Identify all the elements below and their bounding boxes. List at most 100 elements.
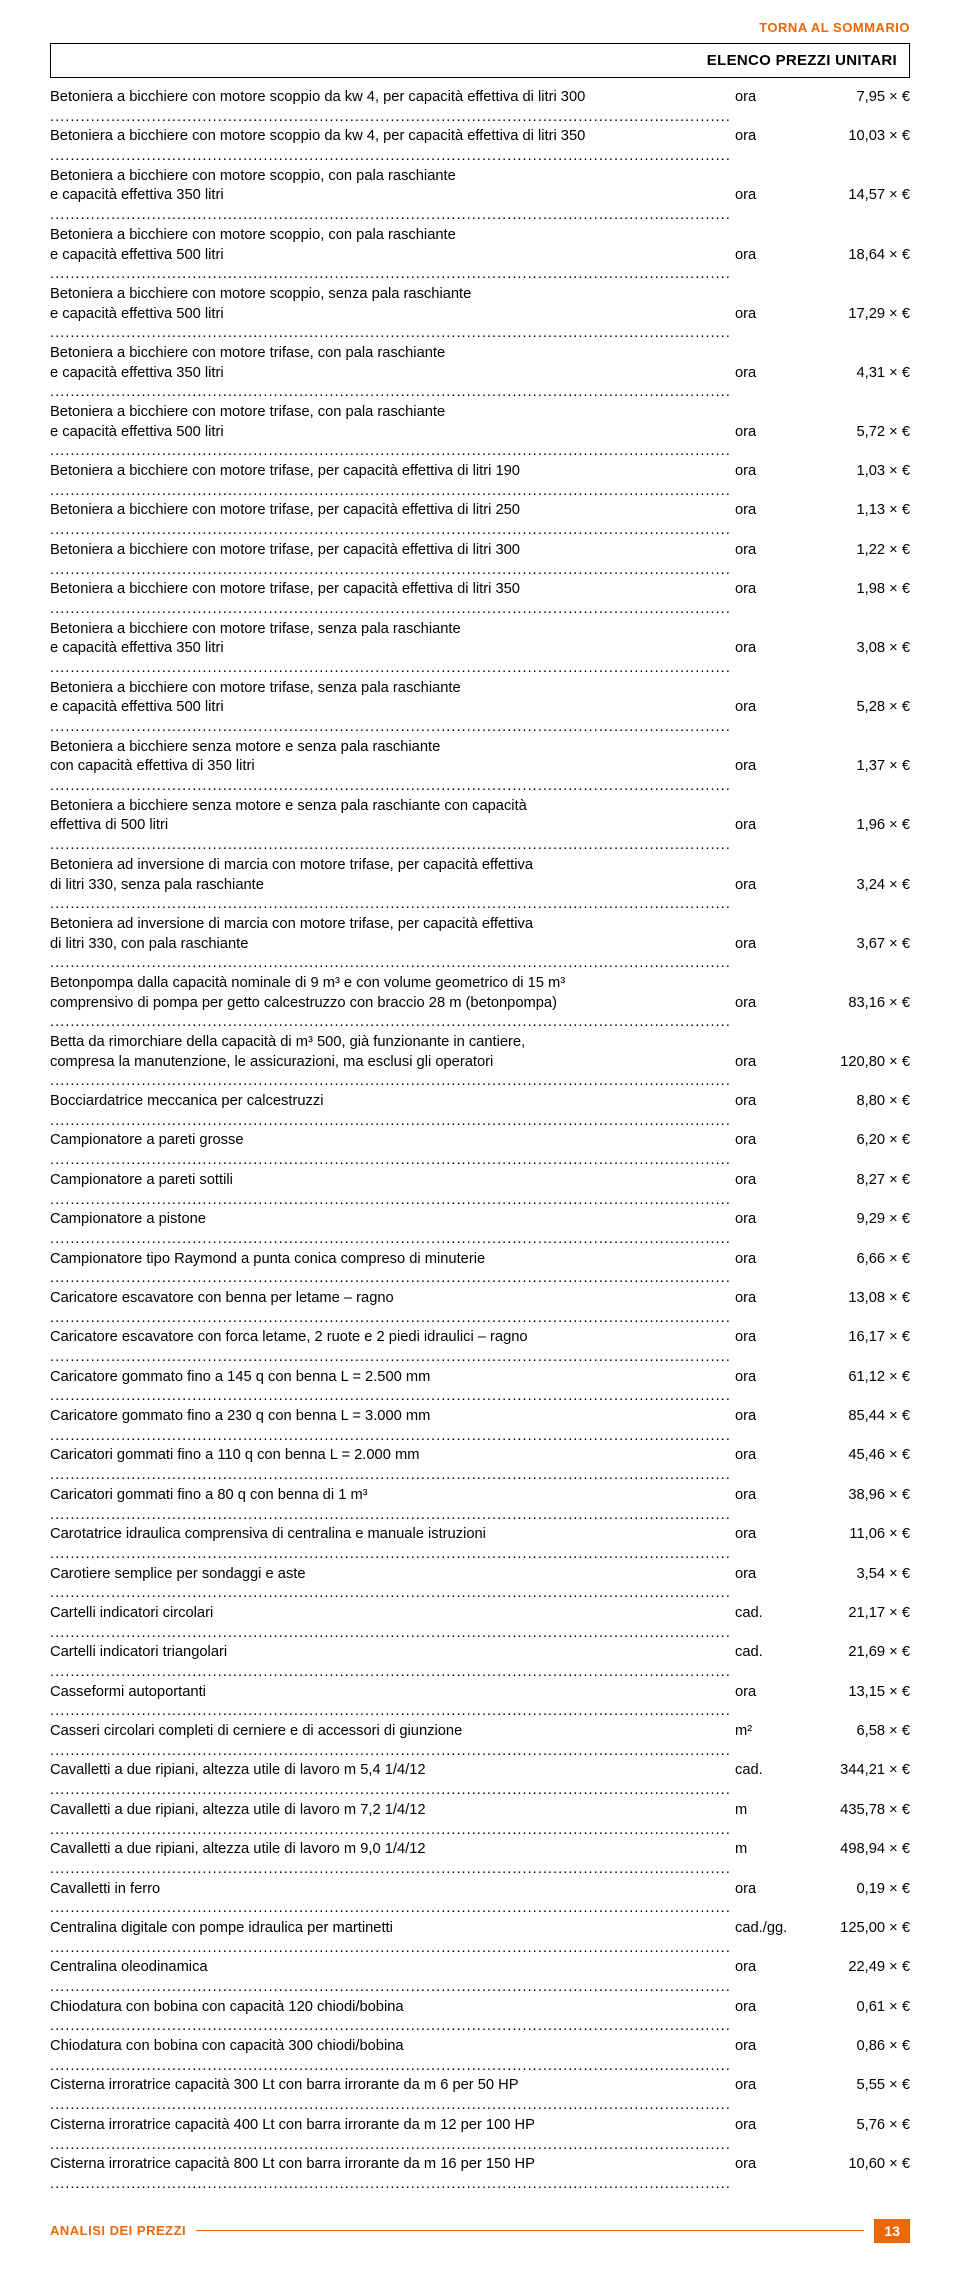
price-row-desc: Cavalletti a due ripiani, altezza utile … [50, 1761, 729, 1800]
price-row-desc: e capacità effettiva 500 litri [50, 698, 729, 737]
price-row: Cisterna irroratrice capacità 300 Lt con… [50, 2076, 910, 2115]
price-row-unit: cad. [729, 1761, 815, 1800]
price-row-value: 38,96 × € [815, 1486, 910, 1525]
price-row-value: 11,06 × € [815, 1525, 910, 1564]
price-row-value: 498,94 × € [815, 1840, 910, 1879]
price-row-unit: ora [729, 127, 815, 166]
footer-line [196, 2230, 864, 2231]
price-row: Cartelli indicatori triangolaricad.21,69… [50, 1643, 910, 1682]
price-row-desc: Centralina oleodinamica [50, 1958, 729, 1997]
price-row: di litri 330, con pala raschianteora3,67… [50, 935, 910, 974]
price-row-value: 6,20 × € [815, 1131, 910, 1170]
price-row-desc: Cavalletti a due ripiani, altezza utile … [50, 1840, 729, 1879]
price-row-unit: ora [729, 2116, 815, 2155]
price-row-desc: Cavalletti in ferro [50, 1880, 729, 1919]
price-row-continuation: Betoniera a bicchiere con motore trifase… [50, 620, 910, 640]
price-row-unit: ora [729, 1525, 815, 1564]
price-row-unit: ora [729, 580, 815, 619]
price-row-value: 1,96 × € [815, 816, 910, 855]
price-row-unit: ora [729, 1565, 815, 1604]
price-row-desc: effettiva di 500 litri [50, 816, 729, 855]
price-row: Cavalletti a due ripiani, altezza utile … [50, 1801, 910, 1840]
price-row-desc: e capacità effettiva 500 litri [50, 305, 729, 344]
price-row: e capacità effettiva 350 litriora4,31 × … [50, 364, 910, 403]
price-row: Cavalletti a due ripiani, altezza utile … [50, 1840, 910, 1879]
price-row: Caricatori gommati fino a 110 q con benn… [50, 1446, 910, 1485]
price-row-unit: m² [729, 1722, 815, 1761]
price-row-value: 85,44 × € [815, 1407, 910, 1446]
price-row-continuation: Betoniera ad inversione di marcia con mo… [50, 915, 910, 935]
price-row: Bocciardatrice meccanica per calcestruzz… [50, 1092, 910, 1131]
price-row-unit: ora [729, 2155, 815, 2194]
price-row-desc: con capacità effettiva di 350 litri [50, 757, 729, 796]
price-row-value: 6,66 × € [815, 1250, 910, 1289]
price-row-continuation: Betoniera a bicchiere con motore scoppio… [50, 285, 910, 305]
price-row-unit: ora [729, 1683, 815, 1722]
price-row-desc: Casseformi autoportanti [50, 1683, 729, 1722]
top-link[interactable]: TORNA AL SOMMARIO [50, 20, 910, 35]
price-row-value: 7,95 × € [815, 88, 910, 127]
price-row-continuation: Betoniera ad inversione di marcia con mo… [50, 856, 910, 876]
price-row-desc: Caricatore escavatore con forca letame, … [50, 1328, 729, 1367]
price-row-unit: ora [729, 1250, 815, 1289]
price-row: Betoniera a bicchiere con motore trifase… [50, 501, 910, 540]
price-row-desc: e capacità effettiva 500 litri [50, 423, 729, 462]
price-row: e capacità effettiva 500 litriora17,29 ×… [50, 305, 910, 344]
price-row-value: 16,17 × € [815, 1328, 910, 1367]
price-row-desc: e capacità effettiva 350 litri [50, 639, 729, 678]
price-row-desc: Campionatore a pareti grosse [50, 1131, 729, 1170]
price-row-continuation: Betoniera a bicchiere con motore scoppio… [50, 167, 910, 187]
price-row: Campionatore a pareti sottiliora8,27 × € [50, 1171, 910, 1210]
price-list: Betoniera a bicchiere con motore scoppio… [50, 88, 910, 2195]
price-row-unit: ora [729, 246, 815, 285]
price-row-value: 5,76 × € [815, 2116, 910, 2155]
price-row-unit: ora [729, 1958, 815, 1997]
footer-title: ANALISI DEI PREZZI [50, 2223, 186, 2238]
price-row-desc: di litri 330, con pala raschiante [50, 935, 729, 974]
price-row-unit: ora [729, 2076, 815, 2115]
price-row-desc: Campionatore tipo Raymond a punta conica… [50, 1250, 729, 1289]
price-row-continuation: Betoniera a bicchiere con motore trifase… [50, 344, 910, 364]
price-row: Betoniera a bicchiere con motore scoppio… [50, 127, 910, 166]
price-row-unit: ora [729, 1486, 815, 1525]
price-row-value: 1,03 × € [815, 462, 910, 501]
price-row-value: 1,37 × € [815, 757, 910, 796]
price-row-value: 14,57 × € [815, 186, 910, 225]
price-row-value: 0,19 × € [815, 1880, 910, 1919]
price-row: comprensivo di pompa per getto calcestru… [50, 994, 910, 1033]
price-row-value: 21,69 × € [815, 1643, 910, 1682]
price-row: Centralina oleodinamicaora22,49 × € [50, 1958, 910, 1997]
price-row-unit: ora [729, 757, 815, 796]
price-row-value: 5,28 × € [815, 698, 910, 737]
price-row-value: 13,15 × € [815, 1683, 910, 1722]
price-row-continuation: Betoniera a bicchiere senza motore e sen… [50, 797, 910, 817]
price-row-continuation: Betta da rimorchiare della capacità di m… [50, 1033, 910, 1053]
price-row-value: 9,29 × € [815, 1210, 910, 1249]
price-row-unit: ora [729, 1998, 815, 2037]
price-row: Betoniera a bicchiere con motore trifase… [50, 462, 910, 501]
price-row: Betoniera a bicchiere con motore scoppio… [50, 88, 910, 127]
price-row: e capacità effettiva 500 litriora5,72 × … [50, 423, 910, 462]
price-row-desc: Betoniera a bicchiere con motore trifase… [50, 541, 729, 580]
price-row-value: 61,12 × € [815, 1368, 910, 1407]
price-row: Cavalletti a due ripiani, altezza utile … [50, 1761, 910, 1800]
price-row-desc: Chiodatura con bobina con capacità 300 c… [50, 2037, 729, 2076]
price-row-unit: ora [729, 364, 815, 403]
price-row-desc: Cartelli indicatori circolari [50, 1604, 729, 1643]
price-row: e capacità effettiva 350 litriora14,57 ×… [50, 186, 910, 225]
price-row-desc: Carotiere semplice per sondaggi e aste [50, 1565, 729, 1604]
price-row-unit: ora [729, 1446, 815, 1485]
price-row-unit: ora [729, 639, 815, 678]
price-row-value: 45,46 × € [815, 1446, 910, 1485]
price-row-desc: Carotatrice idraulica comprensiva di cen… [50, 1525, 729, 1564]
price-row-value: 8,27 × € [815, 1171, 910, 1210]
price-row-desc: Cisterna irroratrice capacità 400 Lt con… [50, 2116, 729, 2155]
price-row-value: 3,67 × € [815, 935, 910, 974]
price-row: Cisterna irroratrice capacità 400 Lt con… [50, 2116, 910, 2155]
price-row-desc: Bocciardatrice meccanica per calcestruzz… [50, 1092, 729, 1131]
price-row: Carotiere semplice per sondaggi e asteor… [50, 1565, 910, 1604]
price-row-desc: di litri 330, senza pala raschiante [50, 876, 729, 915]
price-row-unit: ora [729, 935, 815, 974]
price-row-desc: Cisterna irroratrice capacità 800 Lt con… [50, 2155, 729, 2194]
price-row-unit: ora [729, 876, 815, 915]
